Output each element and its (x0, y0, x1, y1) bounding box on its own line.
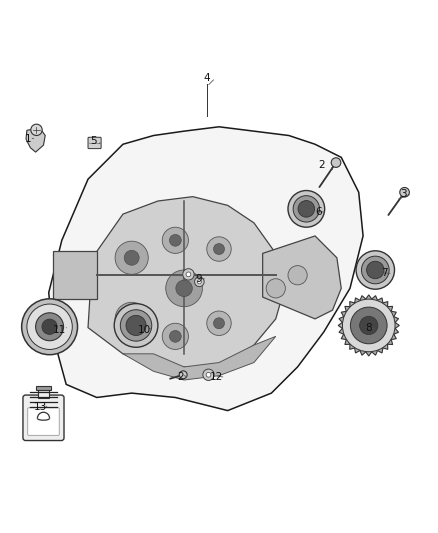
Circle shape (35, 313, 64, 341)
Circle shape (162, 227, 188, 253)
Circle shape (115, 241, 148, 274)
Circle shape (179, 371, 187, 379)
FancyBboxPatch shape (23, 395, 64, 441)
Text: 11: 11 (53, 325, 66, 335)
Circle shape (207, 237, 231, 261)
Circle shape (360, 316, 378, 335)
Text: 2: 2 (318, 160, 325, 170)
Circle shape (194, 277, 204, 287)
Circle shape (21, 299, 78, 354)
Text: 12: 12 (210, 373, 223, 382)
Text: 1: 1 (25, 134, 31, 143)
Circle shape (42, 319, 57, 334)
Circle shape (207, 311, 231, 335)
Circle shape (115, 302, 148, 335)
Polygon shape (49, 127, 363, 410)
Circle shape (350, 307, 387, 344)
Circle shape (331, 158, 341, 167)
Circle shape (298, 200, 314, 217)
Polygon shape (88, 197, 285, 367)
Text: 10: 10 (138, 325, 152, 335)
Text: 2: 2 (177, 373, 184, 382)
Circle shape (27, 304, 72, 350)
Circle shape (124, 251, 139, 265)
Text: 7: 7 (381, 269, 387, 278)
Circle shape (400, 188, 410, 197)
Circle shape (206, 373, 211, 377)
Circle shape (266, 279, 286, 298)
Circle shape (126, 316, 146, 335)
Text: 8: 8 (365, 324, 372, 334)
FancyBboxPatch shape (88, 138, 101, 149)
Circle shape (31, 124, 42, 135)
Circle shape (288, 190, 325, 227)
Text: 5: 5 (90, 136, 96, 146)
Text: 6: 6 (315, 207, 322, 217)
Circle shape (166, 270, 202, 306)
Text: 3: 3 (400, 189, 406, 199)
FancyBboxPatch shape (28, 408, 59, 435)
Circle shape (361, 256, 389, 284)
Polygon shape (26, 128, 45, 152)
Text: 13: 13 (34, 402, 47, 412)
Circle shape (356, 251, 395, 289)
Circle shape (162, 323, 188, 350)
Circle shape (203, 369, 214, 381)
Polygon shape (338, 295, 399, 356)
Circle shape (170, 330, 181, 342)
Circle shape (367, 261, 384, 279)
Circle shape (176, 280, 192, 296)
Circle shape (288, 265, 307, 285)
Bar (38, 390, 49, 398)
Text: 9: 9 (195, 274, 202, 284)
Circle shape (198, 280, 201, 284)
Polygon shape (53, 251, 97, 299)
Polygon shape (263, 236, 341, 319)
Polygon shape (123, 336, 276, 380)
Circle shape (183, 269, 194, 280)
Text: 4: 4 (204, 73, 210, 83)
Circle shape (213, 244, 225, 255)
Circle shape (186, 272, 191, 277)
Circle shape (170, 235, 181, 246)
Circle shape (124, 311, 139, 326)
Circle shape (343, 299, 395, 352)
Bar (36, 386, 51, 390)
Circle shape (213, 318, 225, 329)
Circle shape (114, 304, 158, 348)
Circle shape (293, 196, 320, 222)
Circle shape (120, 310, 152, 341)
